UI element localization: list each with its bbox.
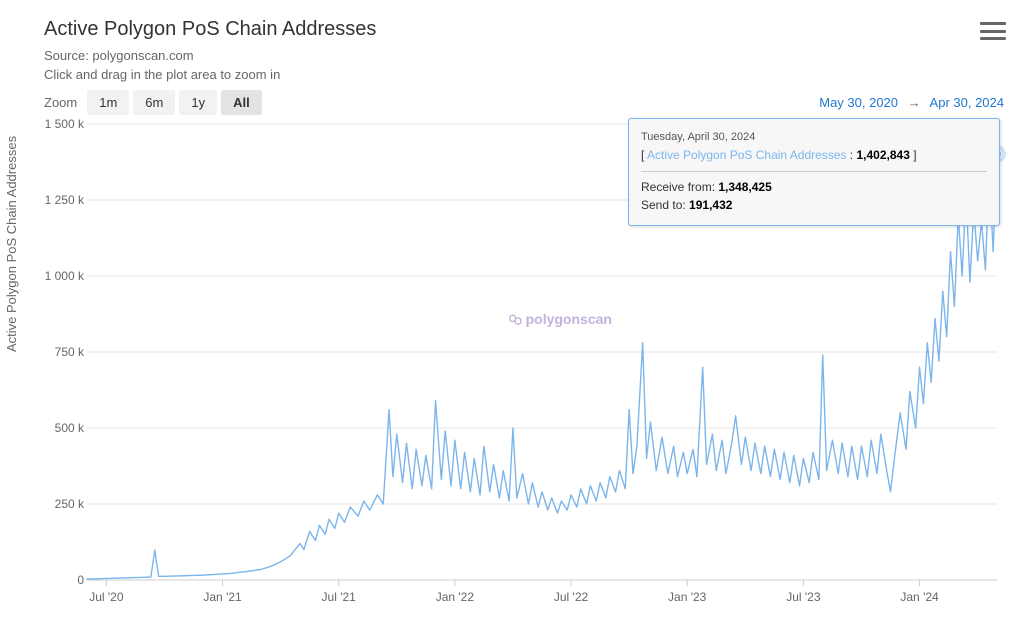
zoom-button-6m[interactable]: 6m [133, 90, 175, 115]
x-tick-label: Jul '22 [554, 590, 588, 604]
chart-container: Active Polygon PoS Chain Addresses Sourc… [0, 0, 1024, 636]
x-tick-label: Jul '20 [89, 590, 123, 604]
zoom-label: Zoom [44, 95, 77, 110]
tooltip-receive-label: Receive from: [641, 180, 715, 194]
tooltip-series-value: 1,402,843 [856, 148, 909, 162]
y-tick-label: 250 k [36, 497, 84, 511]
tooltip-divider [641, 171, 987, 172]
watermark-text: polygonscan [526, 311, 612, 327]
x-tick-label: Jul '21 [322, 590, 356, 604]
chart-menu-button[interactable] [980, 20, 1006, 42]
tooltip-date: Tuesday, April 30, 2024 [641, 129, 987, 146]
y-tick-label: 750 k [36, 345, 84, 359]
tooltip-send-value: 191,432 [689, 198, 732, 212]
zoom-button-1m[interactable]: 1m [87, 90, 129, 115]
tooltip-receive-value: 1,348,425 [718, 180, 771, 194]
tooltip-send-label: Send to: [641, 198, 686, 212]
x-tick-label: Jan '23 [668, 590, 706, 604]
chart-title: Active Polygon PoS Chain Addresses [44, 18, 1014, 41]
chart-tooltip: Tuesday, April 30, 2024 [ Active Polygon… [628, 118, 1000, 226]
tooltip-series-name: Active Polygon PoS Chain Addresses [647, 148, 846, 162]
date-range: May 30, 2020 → Apr 30, 2024 [819, 95, 1004, 110]
y-tick-label: 500 k [36, 421, 84, 435]
watermark: polygonscan [506, 311, 612, 327]
zoom-button-1y[interactable]: 1y [179, 90, 217, 115]
subtitle-source: Source: polygonscan.com [44, 48, 194, 63]
y-tick-label: 1 500 k [36, 117, 84, 131]
y-tick-label: 0 [36, 573, 84, 587]
polygon-logo-icon [506, 311, 522, 327]
date-from[interactable]: May 30, 2020 [819, 95, 898, 110]
x-tick-label: Jan '24 [900, 590, 938, 604]
arrow-right-icon: → [908, 95, 921, 110]
date-to[interactable]: Apr 30, 2024 [930, 95, 1004, 110]
y-axis-title: Active Polygon PoS Chain Addresses [4, 136, 19, 352]
chart-subtitle: Source: polygonscan.com Click and drag i… [44, 47, 1014, 85]
subtitle-hint: Click and drag in the plot area to zoom … [44, 67, 280, 82]
zoom-button-all[interactable]: All [221, 90, 262, 115]
y-tick-label: 1 250 k [36, 193, 84, 207]
x-tick-label: Jan '22 [436, 590, 474, 604]
hamburger-icon [980, 22, 1006, 25]
zoom-controls: Zoom 1m6m1yAll May 30, 2020 → Apr 30, 20… [44, 90, 1004, 115]
x-tick-label: Jan '21 [203, 590, 241, 604]
y-tick-label: 1 000 k [36, 269, 84, 283]
x-tick-label: Jul '23 [786, 590, 820, 604]
